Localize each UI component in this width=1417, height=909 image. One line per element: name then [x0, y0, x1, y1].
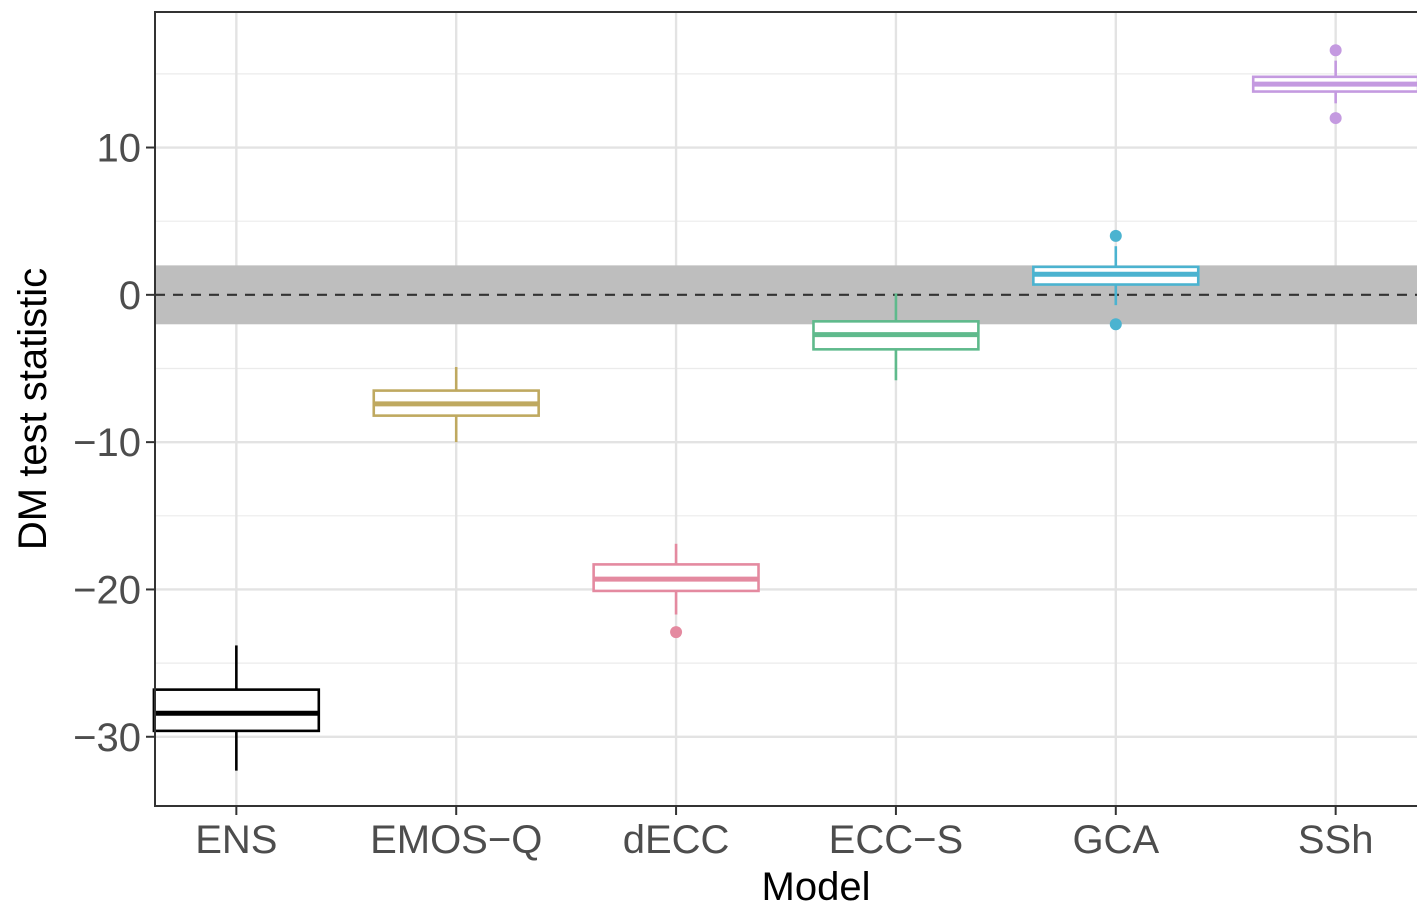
- x-tick-label: ECC−S: [829, 818, 964, 862]
- boxes-layer: [152, 44, 1417, 771]
- box-3: [812, 293, 980, 381]
- panel-border: [154, 11, 1417, 807]
- x-axis: ENS EMOS−Q dECC ECC−S GCA SSh: [195, 806, 1373, 862]
- box-2: [592, 543, 760, 639]
- x-tick-label: dECC: [623, 818, 730, 862]
- major-gridlines: [155, 12, 1417, 806]
- y-tick-label: −10: [73, 421, 141, 465]
- outlier-point: [1109, 229, 1122, 242]
- y-tick-label: 10: [97, 127, 142, 171]
- box-1: [372, 367, 540, 443]
- y-axis-title: DM test statistic: [11, 268, 55, 550]
- box-0: [152, 645, 321, 771]
- outlier-point: [1109, 318, 1122, 331]
- x-tick-label: GCA: [1072, 818, 1159, 862]
- minor-gridlines: [155, 73, 1417, 664]
- y-tick-label: −20: [73, 568, 141, 612]
- box-4: [1032, 229, 1200, 331]
- x-axis-title: Model: [762, 865, 871, 909]
- outlier-point: [1329, 112, 1342, 125]
- x-tick-label: EMOS−Q: [370, 818, 542, 862]
- y-tick-label: −30: [73, 716, 141, 760]
- box-5: [1251, 44, 1417, 125]
- outlier-point: [1329, 44, 1342, 57]
- x-tick-label: ENS: [195, 818, 277, 862]
- x-tick-label: SSh: [1298, 818, 1374, 862]
- y-tick-label: 0: [119, 274, 141, 318]
- box-body: [152, 688, 321, 733]
- y-axis: −30 −20 −10 0 10: [73, 127, 155, 760]
- outlier-point: [670, 626, 683, 639]
